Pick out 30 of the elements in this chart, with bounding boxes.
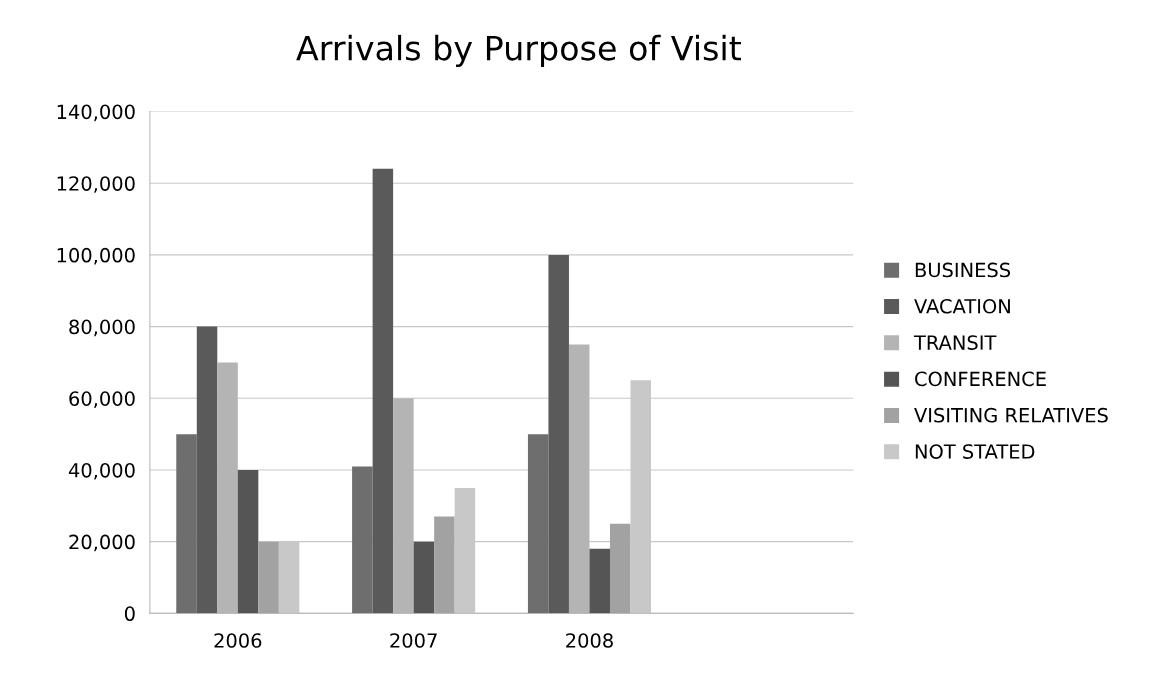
legend-label: CONFERENCE	[915, 371, 1046, 387]
bar	[258, 541, 279, 614]
bar	[352, 466, 373, 614]
bar	[176, 434, 197, 614]
legend-label: NOT STATED	[915, 444, 1035, 459]
y-tick-label: 140,000	[57, 104, 135, 122]
bar	[609, 523, 631, 614]
bar	[372, 168, 394, 614]
y-tick-label: 20,000	[69, 534, 135, 552]
bar	[548, 254, 569, 614]
legend-label: VACATION	[914, 298, 1010, 314]
x-tick-label: 2008	[566, 633, 613, 648]
bar	[196, 326, 218, 614]
legend-label: BUSINESS	[915, 262, 1011, 278]
y-tick-label: 0	[124, 606, 135, 622]
chart-title: Arrivals by Purpose of Visit	[296, 34, 741, 68]
y-tick-label: 100,000	[57, 247, 135, 265]
y-tick-label: 40,000	[68, 462, 135, 480]
y-tick-label: 120,000	[57, 176, 135, 193]
y-tick-label: 80,000	[69, 319, 135, 337]
x-tick-label: 2006	[214, 633, 262, 648]
bar	[589, 548, 610, 614]
bar	[434, 516, 455, 614]
bar	[527, 434, 549, 614]
legend-label: TRANSIT	[913, 335, 997, 350]
legend-label: VISITING RELATIVES	[914, 407, 1108, 423]
bar	[237, 469, 259, 614]
bar	[413, 541, 435, 614]
x-tick-label: 2007	[390, 633, 437, 648]
y-tick-label: 60,000	[69, 391, 135, 408]
